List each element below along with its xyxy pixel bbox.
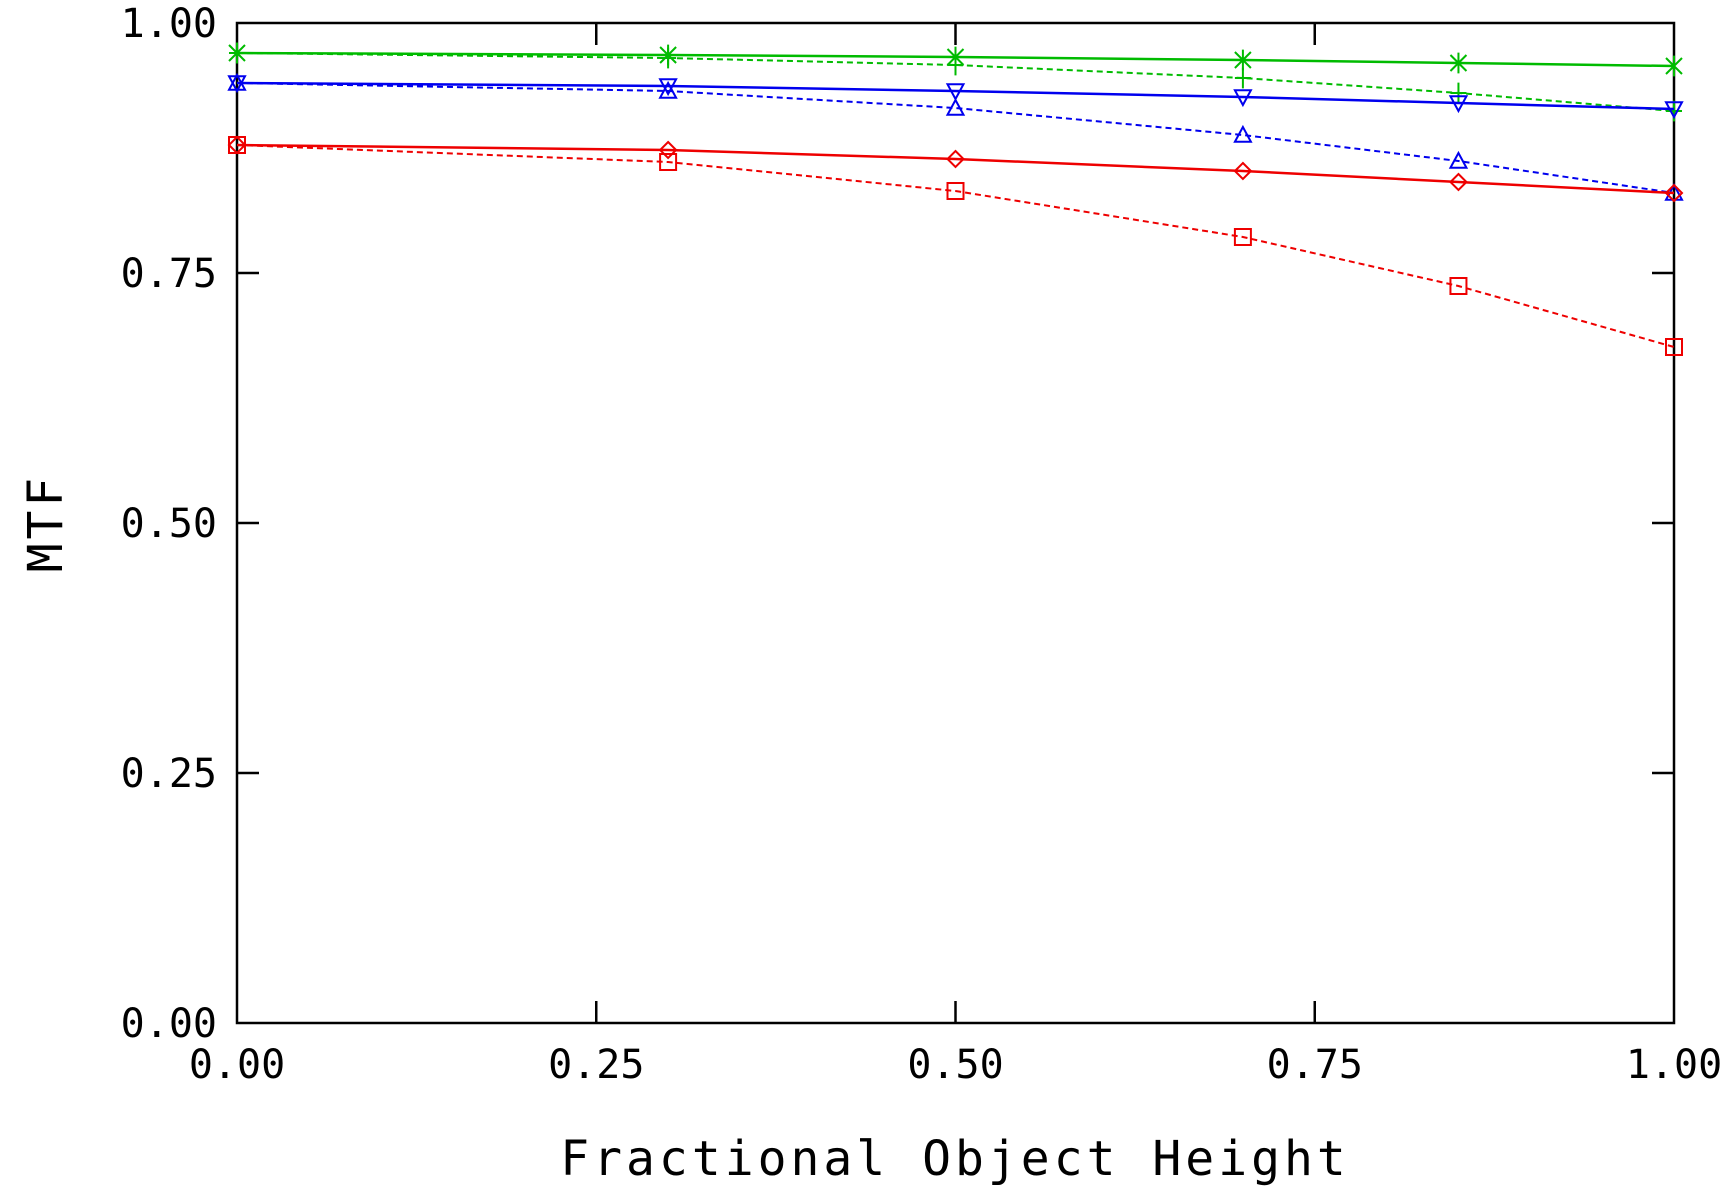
- y-tick-label: 0.50: [121, 501, 217, 547]
- y-tick-label: 1.00: [121, 1, 217, 47]
- plus-marker: [1450, 82, 1467, 104]
- asterisk-marker: [1449, 52, 1468, 74]
- diamond-marker: [1449, 172, 1468, 192]
- x-tick-label: 0.00: [189, 1042, 285, 1088]
- x-tick-label: 0.50: [907, 1042, 1003, 1088]
- triangle-up-marker: [945, 97, 966, 116]
- triangle-up-marker: [227, 72, 247, 91]
- y-tick-label: 0.25: [121, 751, 217, 797]
- plus-marker: [1234, 67, 1251, 89]
- plus-marker: [229, 42, 245, 64]
- triangle-down-marker: [1448, 95, 1469, 114]
- y-tick-label: 0.75: [121, 251, 217, 297]
- diamond-marker: [658, 140, 678, 160]
- triangle-up-marker: [1233, 124, 1253, 143]
- series-line: [236, 144, 1675, 348]
- triangle-down-marker: [658, 78, 678, 97]
- asterisk-marker: [1665, 55, 1683, 77]
- series-triangle-down: [227, 75, 1684, 120]
- square-marker: [1665, 338, 1683, 356]
- tick-labels: 0.00 0.25 0.50 0.75 1.00 0.00 0.25 0.50 0.75 1.00: [121, 1, 1722, 1088]
- diamond-marker: [1664, 183, 1684, 203]
- series-line: [236, 81, 1675, 111]
- triangle-up-marker: [1448, 150, 1469, 169]
- square-marker: [228, 136, 246, 154]
- triangle-up-marker: [658, 80, 678, 99]
- asterisk-marker: [1234, 49, 1252, 71]
- x-tick-label: 0.75: [1267, 1042, 1363, 1088]
- series-square: [228, 136, 1683, 356]
- series-line: [236, 52, 1675, 112]
- series-group: [227, 42, 1684, 356]
- axis-ticks: [237, 23, 1674, 1023]
- x-axis-title: Fractional Object Height: [560, 1131, 1350, 1186]
- diamond-marker: [1233, 161, 1253, 181]
- square-marker: [1449, 277, 1468, 295]
- plus-marker: [660, 47, 677, 69]
- x-tick-label: 0.25: [548, 1042, 644, 1088]
- y-tick-label: 0.00: [121, 1001, 217, 1047]
- square-marker: [946, 182, 965, 200]
- triangle-down-marker: [1664, 101, 1684, 120]
- series-line: [236, 143, 1675, 195]
- square-marker: [659, 153, 678, 171]
- series-line: [236, 82, 1675, 194]
- triangle-down-marker: [1233, 89, 1253, 108]
- x-tick-label: 1.00: [1626, 1042, 1722, 1088]
- diamond-marker: [946, 149, 965, 169]
- triangle-down-marker: [945, 83, 966, 102]
- series-line: [236, 51, 1675, 68]
- plus-marker: [947, 54, 964, 76]
- square-marker: [1233, 228, 1252, 246]
- y-axis-title: MTF: [18, 474, 74, 573]
